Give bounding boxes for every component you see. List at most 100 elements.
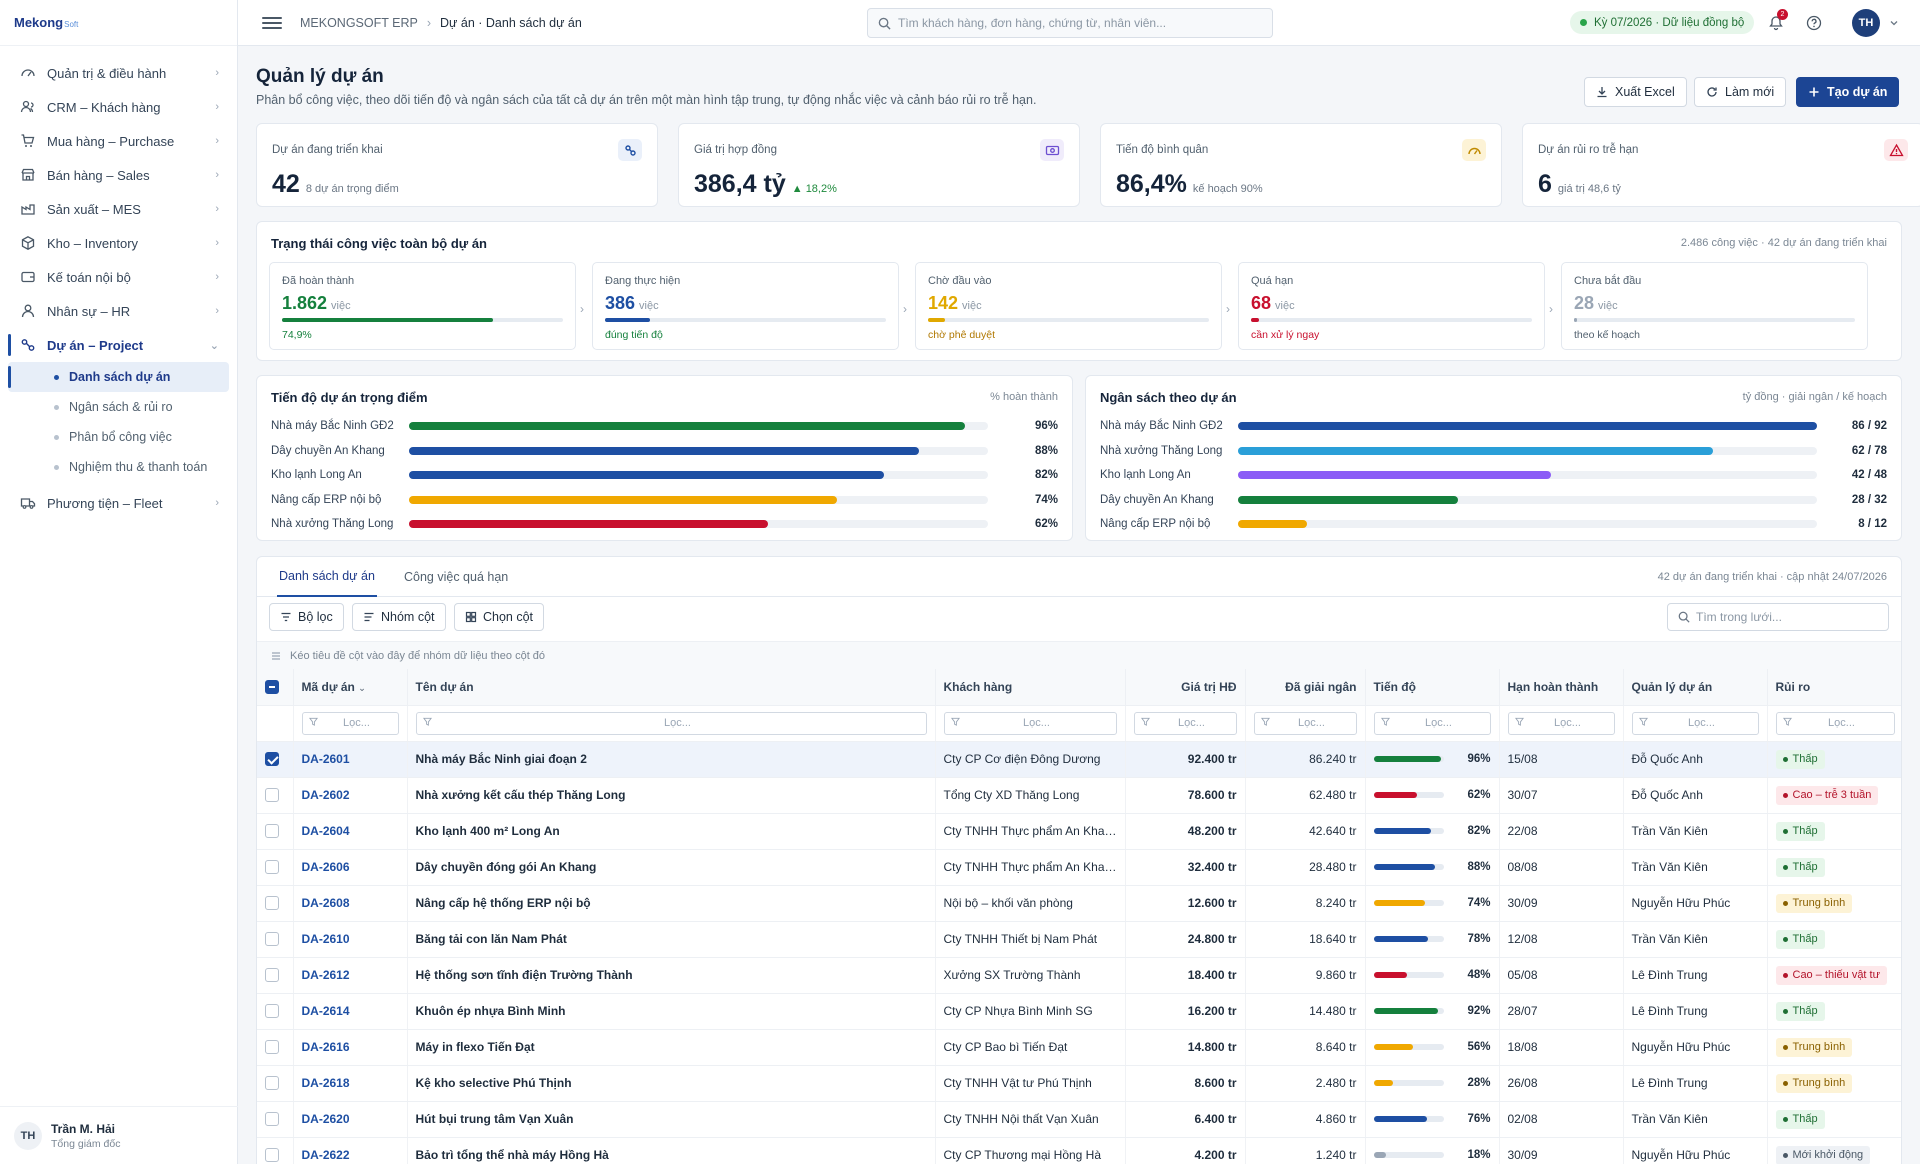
- row-checkbox[interactable]: [265, 860, 279, 875]
- col-due[interactable]: Hạn hoàn thành: [1499, 669, 1624, 706]
- column-filter-input[interactable]: Lọc...: [1253, 711, 1357, 735]
- project-code-link[interactable]: DA-2618: [293, 1065, 408, 1102]
- column-filter-input[interactable]: Lọc...: [1507, 711, 1615, 735]
- status-card-5[interactable]: Chưa bắt đầu 28 việc theo kế hoạch: [1561, 262, 1868, 350]
- table-row[interactable]: DA-2618 Kệ kho selective Phú Thịnh Cty TNH…: [257, 1065, 1901, 1102]
- table-row[interactable]: DA-2601 Nhà máy Bắc Ninh giai đoạn 2 Cty C…: [257, 741, 1901, 778]
- table-row[interactable]: DA-2614 Khuôn ép nhựa Bình Minh Cty CP Nhự…: [257, 993, 1901, 1030]
- row-checkbox[interactable]: [265, 752, 279, 767]
- chevron-down-icon[interactable]: [1884, 13, 1904, 33]
- table-row[interactable]: DA-2606 Dây chuyền đóng gói An Khang Cty T…: [257, 849, 1901, 886]
- status-card-2[interactable]: Đang thực hiện 386 việc đúng tiến độ: [592, 262, 899, 350]
- kpi-card-4[interactable]: Dự án rủi ro trễ hạn 6 giá trị 48,6 tỷ: [1522, 123, 1920, 207]
- top-user-avatar[interactable]: TH: [1852, 9, 1880, 37]
- sidebar-item-box[interactable]: Kho – Inventory ›: [0, 226, 237, 260]
- kpi-card-2[interactable]: Giá trị hợp đồng 386,4 tỷ ▲ 18,2%: [678, 123, 1080, 207]
- table-row[interactable]: DA-2608 Nâng cấp hệ thống ERP nội bộ Nội b…: [257, 885, 1901, 922]
- col-code[interactable]: Mã dự án ⌄: [293, 669, 408, 706]
- choose-columns-button[interactable]: Chọn cột: [454, 603, 545, 631]
- kpi-card-3[interactable]: Tiến độ bình quân 86,4% kế hoạch 90%: [1100, 123, 1502, 207]
- budget-panel-row[interactable]: Nhà máy Bắc Ninh GĐ2 86 / 92: [1100, 416, 1887, 436]
- sidebar-item-users[interactable]: CRM – Khách hàng ›: [0, 90, 237, 124]
- create-project-button[interactable]: Tạo dự án: [1796, 77, 1900, 107]
- row-select-cell[interactable]: [257, 1029, 294, 1066]
- project-code-link[interactable]: DA-2612: [293, 957, 408, 994]
- user-profile[interactable]: TH Trần M. Hải Tổng giám đốc: [0, 1106, 238, 1164]
- row-checkbox[interactable]: [265, 1004, 279, 1019]
- row-select-cell[interactable]: [257, 1137, 294, 1164]
- row-select-cell[interactable]: [257, 741, 294, 778]
- row-checkbox[interactable]: [265, 824, 279, 839]
- status-card-1[interactable]: Đã hoàn thành 1.862 việc 74,9%: [269, 262, 576, 350]
- period-badge[interactable]: Kỳ 07/2026 · Dữ liệu đồng bộ: [1570, 11, 1755, 34]
- table-row[interactable]: DA-2610 Băng tải con lăn Nam Phát Cty TNHH…: [257, 921, 1901, 958]
- row-checkbox[interactable]: [265, 788, 279, 803]
- table-row[interactable]: DA-2602 Nhà xưởng kết cấu thép Thăng Long…: [257, 777, 1901, 814]
- status-card-3[interactable]: Chờ đầu vào 142 việc chờ phê duyệt: [915, 262, 1222, 350]
- progress-panel-row[interactable]: Nhà xưởng Thăng Long 62%: [271, 514, 1058, 534]
- row-select-cell[interactable]: [257, 1101, 294, 1138]
- budget-panel-row[interactable]: Nâng cấp ERP nội bộ 8 / 12: [1100, 514, 1887, 534]
- project-code-link[interactable]: DA-2601: [293, 741, 408, 778]
- project-code-link[interactable]: DA-2616: [293, 1029, 408, 1066]
- sidebar-subitem-1[interactable]: Danh sách dự án: [8, 362, 229, 392]
- row-select-cell[interactable]: [257, 885, 294, 922]
- col-progress[interactable]: Tiến độ: [1365, 669, 1500, 706]
- sidebar-item-store[interactable]: Bán hàng – Sales ›: [0, 158, 237, 192]
- row-select-cell[interactable]: [257, 777, 294, 814]
- help-icon[interactable]: [1804, 13, 1824, 33]
- global-search-input[interactable]: Tìm khách hàng, đơn hàng, chứng từ, nhân…: [867, 8, 1273, 38]
- row-checkbox[interactable]: [265, 1040, 279, 1055]
- project-code-link[interactable]: DA-2602: [293, 777, 408, 814]
- sidebar-item-dashboard[interactable]: Quản trị & điều hành ›: [0, 56, 237, 90]
- column-filter-input[interactable]: Lọc...: [1775, 711, 1895, 735]
- table-row[interactable]: DA-2604 Kho lạnh 400 m² Long An Cty TNHH T…: [257, 813, 1901, 850]
- export-excel-button[interactable]: Xuất Excel: [1584, 77, 1687, 107]
- sidebar-subitem-2[interactable]: Ngân sách & rủi ro: [8, 392, 229, 422]
- sidebar-item-project[interactable]: Dự án – Project ⌄: [0, 328, 237, 362]
- row-checkbox[interactable]: [265, 896, 279, 911]
- tab-overdue-tasks[interactable]: Công việc quá hạn: [404, 570, 509, 584]
- group-drop-zone[interactable]: Kéo tiêu đề cột vào đây để nhóm dữ liệu …: [257, 641, 1901, 669]
- project-code-link[interactable]: DA-2608: [293, 885, 408, 922]
- select-all-cell[interactable]: [257, 669, 294, 706]
- column-filter-input[interactable]: Lọc...: [1373, 711, 1491, 735]
- refresh-button[interactable]: Làm mới: [1694, 77, 1787, 107]
- project-code-link[interactable]: DA-2606: [293, 849, 408, 886]
- progress-panel-row[interactable]: Kho lạnh Long An 82%: [271, 465, 1058, 485]
- sidebar-subitem-3[interactable]: Phân bổ công việc: [8, 422, 229, 452]
- row-checkbox[interactable]: [265, 1076, 279, 1091]
- col-paid[interactable]: Đã giải ngân: [1245, 669, 1366, 706]
- row-checkbox[interactable]: [265, 1112, 279, 1127]
- group-columns-button[interactable]: Nhóm cột: [352, 603, 446, 631]
- row-checkbox[interactable]: [265, 1148, 279, 1163]
- row-select-cell[interactable]: [257, 1065, 294, 1102]
- budget-panel-row[interactable]: Kho lạnh Long An 42 / 48: [1100, 465, 1887, 485]
- row-checkbox[interactable]: [265, 932, 279, 947]
- row-select-cell[interactable]: [257, 921, 294, 958]
- row-select-cell[interactable]: [257, 957, 294, 994]
- row-checkbox[interactable]: [265, 968, 279, 983]
- notification-bell-icon[interactable]: 2: [1766, 9, 1788, 33]
- column-filter-input[interactable]: Lọc...: [1133, 711, 1237, 735]
- column-filter-input[interactable]: Lọc...: [1631, 711, 1759, 735]
- tab-project-list[interactable]: Danh sách dự án: [277, 557, 377, 597]
- hamburger-menu-icon[interactable]: [262, 13, 282, 33]
- budget-panel-row[interactable]: Nhà xưởng Thăng Long 62 / 78: [1100, 441, 1887, 461]
- sidebar-item-factory[interactable]: Sản xuất – MES ›: [0, 192, 237, 226]
- column-filter-input[interactable]: Lọc...: [943, 711, 1117, 735]
- project-code-link[interactable]: DA-2622: [293, 1137, 408, 1164]
- table-row[interactable]: DA-2616 Máy in flexo Tiến Đạt Cty CP Bao b…: [257, 1029, 1901, 1066]
- table-row[interactable]: DA-2622 Bảo trì tổng thể nhà máy Hồng Hà C…: [257, 1137, 1901, 1164]
- progress-panel-row[interactable]: Dây chuyền An Khang 88%: [271, 441, 1058, 461]
- grid-search-input[interactable]: Tìm trong lưới...: [1667, 603, 1889, 631]
- column-filter-input[interactable]: Lọc...: [301, 711, 399, 735]
- table-row[interactable]: DA-2620 Hút bụi trung tâm Vạn Xuân Cty TNH…: [257, 1101, 1901, 1138]
- row-select-cell[interactable]: [257, 813, 294, 850]
- col-name[interactable]: Tên dự án: [407, 669, 936, 706]
- table-row[interactable]: DA-2612 Hệ thống sơn tĩnh điện Trường Thà…: [257, 957, 1901, 994]
- status-card-4[interactable]: Quá hạn 68 việc cần xử lý ngay: [1238, 262, 1545, 350]
- sidebar-item-wallet[interactable]: Kế toán nội bộ ›: [0, 260, 237, 294]
- col-risk[interactable]: Rủi ro: [1767, 669, 1901, 706]
- select-all-checkbox[interactable]: [265, 680, 279, 695]
